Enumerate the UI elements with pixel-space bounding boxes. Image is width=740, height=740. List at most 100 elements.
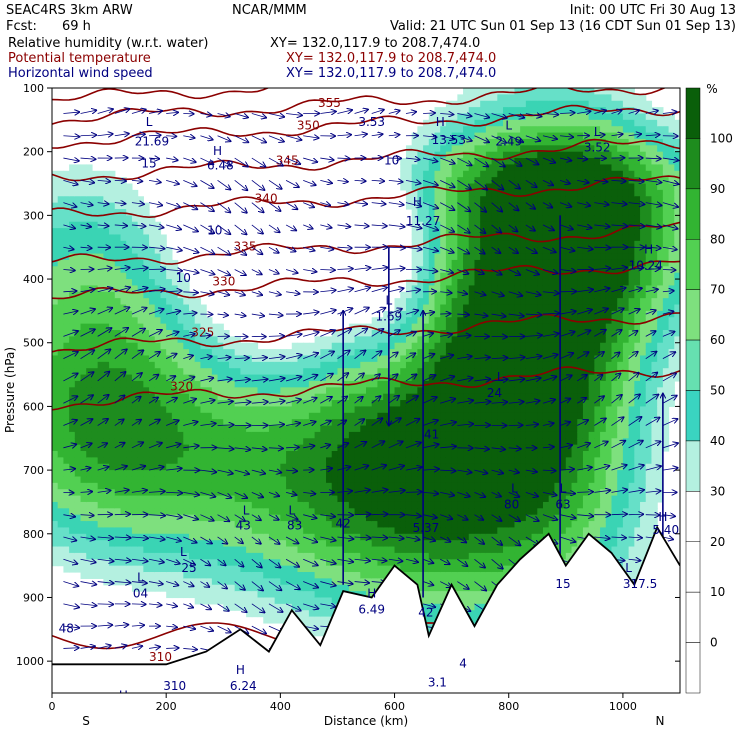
rh-cell xyxy=(497,463,504,471)
rh-cell xyxy=(143,336,150,344)
rh-cell xyxy=(234,521,241,529)
rh-cell xyxy=(503,330,510,337)
rh-cell xyxy=(114,425,122,433)
rh-cell xyxy=(440,177,447,185)
rh-cell xyxy=(154,336,162,344)
rh-cell xyxy=(206,393,213,401)
rh-cell xyxy=(326,451,333,458)
rh-cell xyxy=(131,425,139,433)
rh-cell xyxy=(103,559,110,567)
rh-cell xyxy=(508,489,516,497)
rh-cell xyxy=(126,540,133,548)
rh-cell xyxy=(474,132,481,140)
rh-cell xyxy=(286,514,293,522)
rh-cell xyxy=(240,457,247,465)
rh-cell xyxy=(457,361,464,369)
rh-cell xyxy=(360,355,367,363)
rh-cell xyxy=(200,349,207,357)
rh-cell xyxy=(491,113,498,121)
rh-cell xyxy=(303,470,310,478)
rh-cell xyxy=(383,431,390,439)
rh-cell xyxy=(166,342,173,350)
rh-cell xyxy=(303,342,310,350)
rh-cell xyxy=(274,591,281,599)
rh-cell xyxy=(485,540,493,548)
rh-cell xyxy=(274,431,281,439)
rh-cell xyxy=(280,616,287,624)
rh-cell xyxy=(103,527,110,535)
rh-cell xyxy=(166,546,173,554)
rh-cell xyxy=(86,221,93,229)
rh-cell xyxy=(268,521,276,529)
rh-cell xyxy=(468,603,476,611)
rh-cell xyxy=(154,374,162,382)
rh-cell xyxy=(303,495,310,503)
rh-cell xyxy=(131,584,139,592)
rh-cell xyxy=(503,132,510,140)
rh-cell xyxy=(166,495,173,503)
rh-cell xyxy=(240,463,247,471)
rh-cell xyxy=(457,387,464,395)
rh-cell xyxy=(103,431,110,439)
rh-cell xyxy=(485,489,493,497)
rh-cell xyxy=(480,533,487,541)
rh-cell xyxy=(74,285,82,293)
rh-cell xyxy=(320,444,327,452)
rh-cell xyxy=(143,552,150,560)
rh-cell xyxy=(63,285,70,293)
rh-cell xyxy=(223,387,230,395)
rh-cell xyxy=(86,298,93,306)
rh-cell xyxy=(280,489,287,497)
rh-cell xyxy=(474,457,481,465)
rh-cell xyxy=(109,444,116,452)
rh-cell xyxy=(63,425,70,433)
rh-cell xyxy=(183,552,190,560)
rh-cell xyxy=(280,380,287,388)
rh-cell xyxy=(474,228,481,236)
rh-cell xyxy=(211,374,219,382)
rh-cell xyxy=(468,501,476,509)
rh-cell xyxy=(371,355,379,363)
rh-cell xyxy=(474,412,481,420)
rh-cell xyxy=(440,285,447,293)
rh-cell xyxy=(451,107,458,115)
rh-cell xyxy=(326,387,333,395)
rh-cell xyxy=(69,476,76,484)
rh-cell xyxy=(120,400,127,408)
rh-cell xyxy=(57,221,65,229)
rh-cell xyxy=(126,221,133,229)
rh-cell xyxy=(297,508,304,516)
rh-cell xyxy=(497,196,504,204)
rh-cell xyxy=(154,380,162,388)
rh-cell xyxy=(97,457,104,465)
rh-cell xyxy=(69,228,76,236)
rh-cell xyxy=(314,527,321,535)
rh-cell xyxy=(491,221,498,229)
rh-cell xyxy=(149,559,156,567)
rh-cell xyxy=(97,259,104,267)
rh-cell xyxy=(457,425,464,433)
org-label: NCAR/MMM xyxy=(232,3,307,18)
rh-cell xyxy=(320,463,327,471)
rh-cell xyxy=(468,361,476,369)
rh-cell xyxy=(131,559,139,567)
rh-cell xyxy=(206,425,213,433)
rh-cell xyxy=(468,113,476,121)
rh-cell xyxy=(217,393,224,401)
rh-cell xyxy=(223,355,230,363)
rh-cell xyxy=(166,482,173,490)
rh-cell xyxy=(405,361,413,369)
rh-cell xyxy=(445,170,453,178)
rh-cell xyxy=(434,412,441,420)
rh-cell xyxy=(177,457,184,465)
rh-cell xyxy=(97,272,104,280)
rh-cell xyxy=(131,368,139,376)
rh-cell xyxy=(97,215,104,223)
rh-cell xyxy=(326,527,333,535)
rh-cell xyxy=(52,215,59,223)
rh-cell xyxy=(57,438,65,446)
rh-cell xyxy=(251,572,259,579)
rh-cell xyxy=(331,489,339,497)
rh-cell xyxy=(503,489,510,497)
rh-cell xyxy=(91,215,99,223)
